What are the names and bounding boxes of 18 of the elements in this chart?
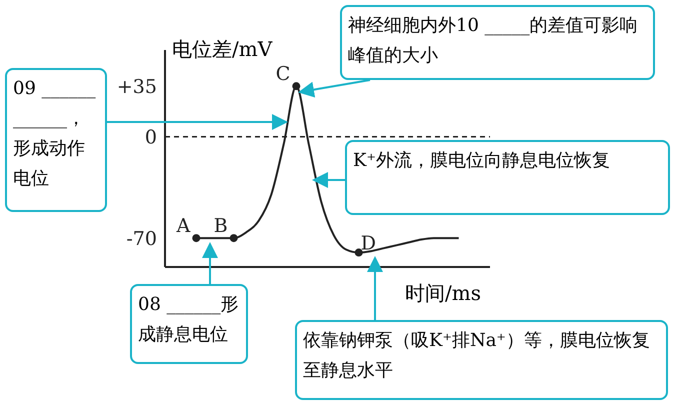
y-tick-label: -70 — [126, 228, 157, 250]
point — [292, 82, 300, 90]
y-axis-title: 电位差/mV — [172, 36, 272, 63]
point — [230, 234, 238, 242]
annotation: K⁺外流，膜电位向静息电位恢复 — [353, 149, 611, 173]
y-tick-label: 0 — [144, 126, 157, 149]
point — [354, 248, 363, 257]
x-axis-title: 时间/ms — [405, 280, 481, 307]
y-tick-label: +35 — [116, 76, 157, 98]
point — [192, 234, 200, 242]
annotation: 神经细胞内外10 _____的差值可影响峰值的大小 — [348, 14, 639, 68]
text: 08 ______形成静息电位 — [138, 293, 240, 347]
data-label: C — [276, 63, 290, 86]
data-label: A — [176, 215, 191, 238]
data-label: D — [360, 232, 376, 255]
text: 09 ______ ______，形成动作电位 — [13, 77, 97, 191]
text: 依靠钠钾泵（吸K⁺排Na⁺）等，膜电位恢复至静息水平 — [303, 329, 651, 383]
data-label: B — [214, 215, 228, 238]
